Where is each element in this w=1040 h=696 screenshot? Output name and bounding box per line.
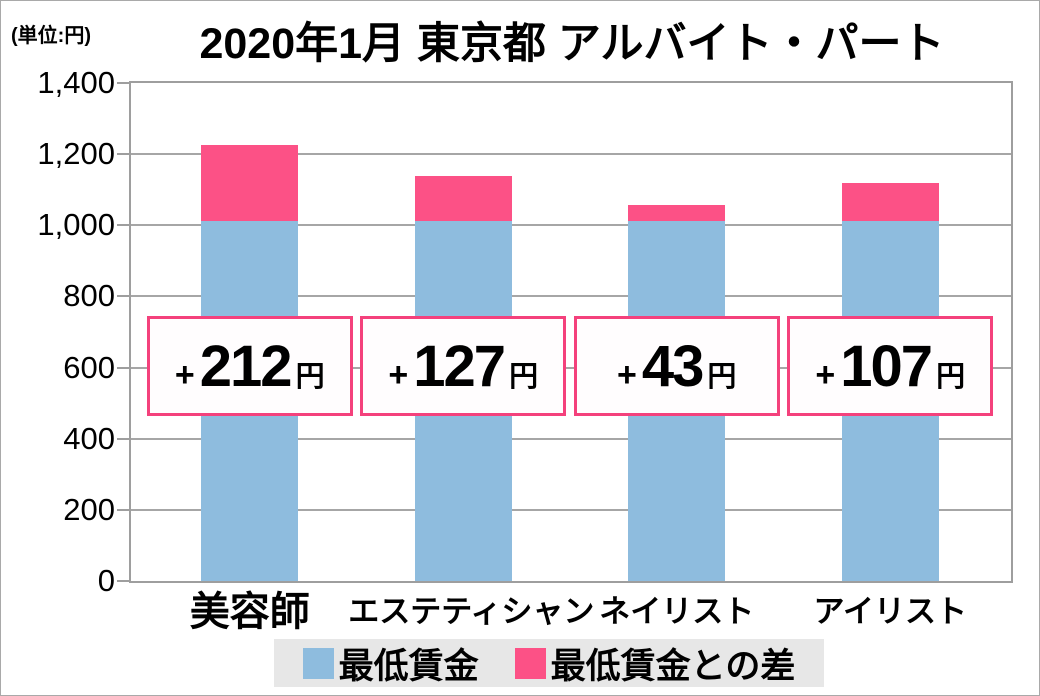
bar-diff-0 xyxy=(201,145,299,221)
gridline-200 xyxy=(131,508,1011,511)
annotation-box-3: +107 円 xyxy=(787,316,994,416)
y-tick-label-1200: 1,200 xyxy=(37,136,115,172)
annotation-unit-2: 円 xyxy=(707,361,737,393)
bar-diff-3 xyxy=(841,182,939,221)
y-tick-mark-400 xyxy=(117,437,129,440)
annotation-box-1: +127 円 xyxy=(360,316,567,416)
annotation-value-3: 107 xyxy=(840,334,933,399)
y-tick-label-0: 0 xyxy=(97,563,115,598)
y-tick-mark-1200 xyxy=(117,153,129,156)
x-label-2: ネイリスト xyxy=(599,594,755,629)
annotation-unit-1: 円 xyxy=(509,361,539,393)
unit-label: (単位:円) xyxy=(11,25,91,47)
annotation-value-2: 43 xyxy=(641,334,704,399)
y-tick-label-1400: 1,400 xyxy=(37,65,115,100)
x-label-1: エステティシャン xyxy=(348,594,595,629)
legend-item-0: 最低賃金 xyxy=(302,638,479,689)
annotation-plus-3: + xyxy=(815,356,836,394)
annotation-plus-2: + xyxy=(617,356,637,394)
legend-item-1: 最低賃金との差 xyxy=(514,638,796,689)
legend: 最低賃金 最低賃金との差 xyxy=(274,639,824,687)
y-tick-label-200: 200 xyxy=(63,491,115,527)
chart-title: 2020年1月 東京都 アルバイト・パート xyxy=(199,20,945,68)
annotation-plus-1: + xyxy=(388,356,409,394)
legend-label-1: 最低賃金との差 xyxy=(550,646,796,686)
y-tick-mark-1000 xyxy=(117,224,129,227)
annotation-box-2: +43 円 xyxy=(573,316,780,416)
annotation-box-0: +212 円 xyxy=(146,316,353,416)
plot-area: +212 円 +127 円 +43 円 +107 円 xyxy=(129,81,1013,583)
x-label-3: アイリスト xyxy=(813,594,967,629)
legend-swatch-1 xyxy=(514,647,546,679)
legend-label-0: 最低賃金 xyxy=(338,646,479,686)
x-label-0: 美容師 xyxy=(189,590,310,634)
annotation-unit-0: 円 xyxy=(295,361,325,393)
annotation-value-0: 212 xyxy=(199,334,293,399)
y-tick-label-1000: 1,000 xyxy=(37,207,115,243)
y-tick-label-400: 400 xyxy=(63,420,115,456)
y-tick-label-600: 600 xyxy=(63,349,115,385)
y-tick-mark-200 xyxy=(117,508,129,511)
gridline-1200 xyxy=(131,153,1011,156)
y-tick-mark-1400 xyxy=(117,82,129,84)
y-tick-label-800: 800 xyxy=(63,278,115,314)
bar-diff-2 xyxy=(628,205,726,221)
gridline-400 xyxy=(131,437,1011,440)
annotation-value-1: 127 xyxy=(413,334,506,399)
y-tick-mark-800 xyxy=(117,295,129,298)
annotation-plus-0: + xyxy=(174,356,195,394)
bar-diff-1 xyxy=(414,175,512,221)
gridline-800 xyxy=(131,295,1011,298)
y-tick-mark-0 xyxy=(117,580,129,582)
legend-swatch-0 xyxy=(302,647,334,679)
y-tick-mark-600 xyxy=(117,366,129,369)
gridline-600 xyxy=(131,366,1011,369)
gridline-1000 xyxy=(131,224,1011,227)
annotation-unit-3: 円 xyxy=(936,361,966,393)
